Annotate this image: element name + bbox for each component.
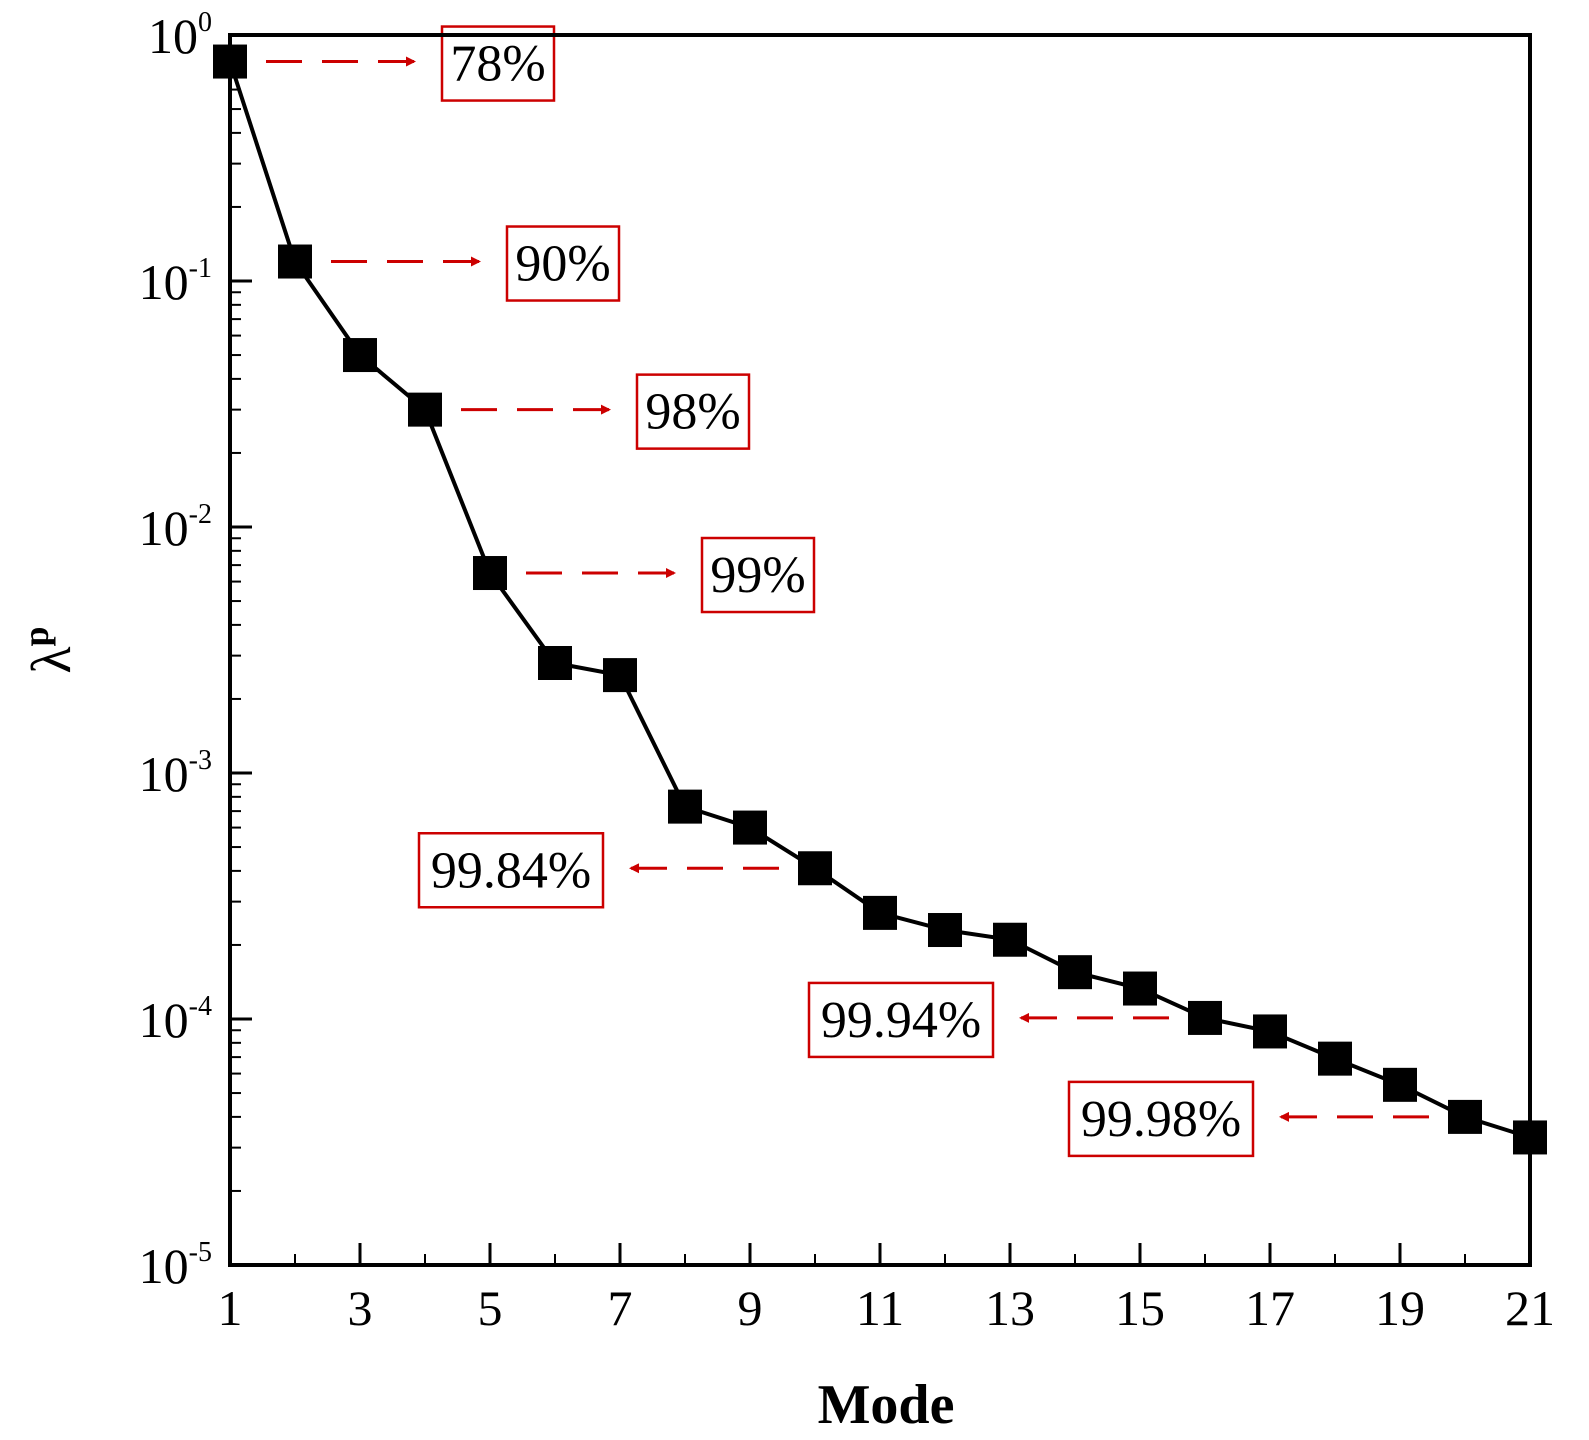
x-tick-label: 13 — [985, 1280, 1035, 1336]
data-point-marker — [473, 556, 507, 591]
data-point-marker — [1058, 955, 1092, 990]
annotation-box — [440, 25, 556, 102]
annotation-label: 99% — [710, 547, 805, 604]
data-point-marker — [1253, 1014, 1287, 1049]
annotation-box — [1067, 1080, 1255, 1158]
x-tick-label: 11 — [856, 1280, 904, 1336]
x-tick-label: 7 — [608, 1280, 633, 1336]
annotation-label: 90% — [515, 236, 610, 293]
data-point-marker — [343, 338, 377, 373]
y-tick-label: 10-3 — [139, 745, 212, 802]
annotation-label: 99.98% — [1081, 1091, 1241, 1148]
x-tick-label: 15 — [1115, 1280, 1165, 1336]
data-point-marker — [1123, 971, 1157, 1006]
data-point-marker — [1448, 1099, 1482, 1134]
data-point-marker — [278, 244, 312, 279]
data-point-marker — [603, 658, 637, 693]
plot-frame — [228, 33, 1532, 1267]
data-point-marker — [863, 895, 897, 930]
annotation-box — [635, 373, 751, 450]
annotation-label: 78% — [450, 36, 545, 93]
data-point-marker — [1318, 1041, 1352, 1076]
y-tick-label: 10-1 — [139, 253, 212, 310]
data-point-marker — [408, 392, 442, 427]
annotation-label: 99.94% — [821, 992, 981, 1049]
y-axis-title-superscript: p — [16, 626, 56, 646]
y-tick-label: 10-4 — [139, 991, 212, 1048]
data-point-marker — [798, 851, 832, 886]
x-tick-label: 5 — [478, 1280, 503, 1336]
x-tick-label: 3 — [348, 1280, 373, 1336]
data-point-marker — [538, 645, 572, 680]
series-line — [228, 60, 1531, 1140]
svg-text:λp: λp — [16, 626, 83, 673]
annotation-box — [700, 536, 816, 614]
data-point-marker — [668, 789, 702, 824]
data-point-marker — [1383, 1067, 1417, 1102]
data-point-marker — [1188, 1000, 1222, 1035]
annotation-box — [505, 225, 621, 302]
annotation-label: 98% — [645, 384, 740, 441]
x-tick-label: 19 — [1375, 1280, 1425, 1336]
data-point-marker — [993, 922, 1027, 957]
x-axis-title: Mode — [818, 1374, 955, 1436]
x-tick-label: 1 — [218, 1280, 243, 1336]
data-point-marker — [733, 810, 767, 845]
annotation-box — [417, 832, 605, 909]
x-tick-label: 21 — [1505, 1280, 1555, 1336]
annotation-box — [807, 981, 995, 1059]
y-tick-label: 10-5 — [139, 1237, 212, 1294]
y-tick-label: 100 — [148, 7, 212, 64]
y-axis-title-symbol: λ — [21, 646, 83, 673]
y-axis-title: λp — [16, 626, 83, 673]
x-tick-label: 9 — [738, 1280, 763, 1336]
x-tick-label: 17 — [1245, 1280, 1295, 1336]
annotation-label: 99.84% — [431, 842, 591, 899]
y-tick-label: 10-2 — [139, 499, 212, 556]
data-point-marker — [928, 913, 962, 948]
